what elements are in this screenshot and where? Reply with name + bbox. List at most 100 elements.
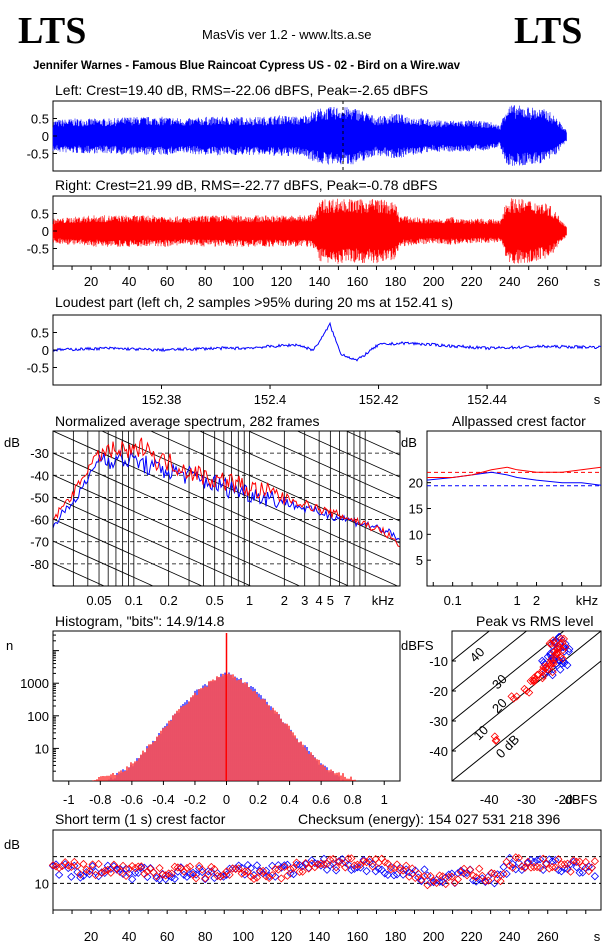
peakrms-xtick-1: -30 [517, 792, 536, 807]
shortcrest-xtick-60: 60 [160, 929, 174, 944]
shortcrest-point-1-560 [155, 863, 164, 873]
shortcrest-point-1-2640 [551, 863, 560, 872]
spectrum-slope-3 [296, 431, 400, 478]
histogram-title: Histogram, "bits": 14.9/14.8 [55, 613, 225, 629]
histogram-ytick-1: 100 [27, 709, 49, 724]
peakrms-point-1-13-0 [533, 670, 542, 679]
shortcrest-point-0-2624 [548, 857, 557, 866]
peakrms-point-1-2-2 [525, 688, 534, 697]
shortcrest-point-1-768 [195, 861, 204, 871]
peakrms-point-1-16-0 [557, 634, 566, 643]
shortcrest-point-1-2048 [438, 872, 447, 881]
shortcrest-point-0-1520 [338, 855, 347, 864]
spectrum-series-1 [53, 437, 400, 548]
shortcrest-point-1-2256 [478, 871, 487, 880]
shortcrest-point-0-832 [207, 867, 216, 876]
shortcrest-point-1-592 [161, 871, 170, 880]
spectrum-xtick-3: 0.5 [206, 593, 224, 608]
peakrms-crest-label-3: 10 [470, 722, 491, 743]
histogram-series-1 [92, 673, 358, 781]
shortcrest-point-1-928 [225, 870, 234, 879]
histogram-xtick-3: -0.4 [152, 792, 174, 807]
spectrum-slope-4 [247, 431, 400, 500]
spectrum-slope-12 [53, 518, 203, 586]
shortcrest-point-1-736 [188, 870, 198, 879]
shortcrest-point-1-1376 [310, 862, 319, 872]
shortcrest-point-0-736 [188, 868, 198, 877]
waveform-right-ytick-0: 0.5 [31, 207, 49, 222]
shortcrest-point-0-2432 [511, 865, 520, 874]
peakrms-ytick-1: -20 [429, 684, 448, 699]
peakrms-point-1-16-2 [558, 638, 567, 647]
shortcrest-point-1-1216 [280, 862, 289, 872]
shortcrest-point-0-2224 [472, 877, 481, 886]
peakrms-point-1-12-1 [543, 665, 552, 674]
allpass-ylabel: dB [401, 435, 417, 450]
shortcrest-point-1-2464 [517, 862, 526, 871]
peakrms-point-0-5-1 [556, 665, 565, 674]
shortcrest-xtick-40: 40 [122, 929, 136, 944]
shortcrest-point-1-2192 [465, 865, 475, 875]
shortcrest-xtick-220: 220 [461, 929, 483, 944]
shortcrest-point-1-2560 [536, 863, 545, 873]
shortcrest-point-0-1104 [258, 869, 268, 878]
shortcrest-point-1-352 [115, 867, 125, 876]
shortcrest-point-1-1536 [341, 863, 350, 872]
peakrms-point-1-17-2 [530, 676, 539, 685]
spectrum-slope-1 [394, 431, 400, 434]
spectrum-xtick-7: 4 [316, 593, 323, 608]
shortcrest-point-0-1312 [298, 861, 307, 871]
allpass-series-0 [426, 471, 602, 486]
shortcrest-point-1-480 [140, 869, 149, 878]
allpass-ytick-3: 5 [416, 553, 423, 568]
shortcrest-point-1-144 [76, 870, 85, 879]
file-name: Jennifer Warnes - Famous Blue Raincoat C… [33, 60, 460, 72]
shortcrest-point-0-1024 [243, 860, 252, 870]
shortcrest-point-1-1888 [408, 864, 417, 873]
peakrms-point-1-9-2 [553, 649, 562, 658]
shortcrest-point-1-704 [182, 863, 192, 873]
histogram-xtick-4: -0.2 [184, 792, 206, 807]
shortcrest-point-1-304 [106, 868, 115, 877]
peakrms-crest-line-3 [452, 631, 601, 752]
shortcrest-point-1-720 [185, 862, 195, 871]
waveform-xtick-160: 160 [347, 274, 369, 289]
histogram-xtick-5: 0 [223, 792, 230, 807]
loudest-ytick-0: 0.5 [31, 326, 49, 341]
shortcrest-point-1-2176 [462, 871, 472, 880]
waveform-xtick-240: 240 [499, 274, 521, 289]
shortcrest-point-0-368 [118, 869, 128, 879]
peakrms-crest-line-4 [452, 660, 601, 781]
shortcrest-point-1-544 [152, 872, 161, 881]
allpass-frame [426, 430, 602, 587]
peakrms-point-1-12-0 [541, 664, 550, 673]
shortcrest-point-1-2144 [456, 867, 466, 877]
loudest-ytick-2: -0.5 [27, 361, 49, 376]
shortcrest-point-1-1280 [292, 858, 301, 867]
shortcrest-point-1-1920 [414, 869, 423, 878]
spectrum-xunit: kHz [372, 593, 394, 608]
waveform-right-trace [52, 198, 567, 264]
allpass-ytick-0: 20 [409, 476, 423, 491]
waveform-left-trace [52, 105, 567, 166]
peakrms-xtick-2: -20 [554, 792, 573, 807]
shortcrest-point-1-1232 [283, 871, 292, 880]
shortcrest-point-1-784 [198, 865, 207, 874]
spectrum-title: Normalized average spectrum, 282 frames [55, 413, 320, 429]
shortcrest-point-0-1040 [246, 863, 255, 873]
waveform-xunit: s [594, 274, 601, 289]
shortcrest-point-1-2112 [450, 878, 459, 887]
peakrms-point-1-15-2 [556, 653, 565, 662]
shortcrest-ytick-0: 10 [35, 876, 49, 891]
peakrms-ytick-3: -40 [429, 744, 448, 759]
shortcrest-point-0-1552 [344, 860, 353, 869]
shortcrest-point-1-384 [121, 871, 131, 880]
peakrms-point-0-8-1 [563, 661, 572, 670]
shortcrest-point-0-448 [134, 868, 143, 878]
shortcrest-point-0-544 [152, 873, 161, 883]
shortcrest-point-0-1264 [289, 869, 298, 879]
waveform-xtick-260: 260 [537, 274, 559, 289]
shortcrest-point-0-2512 [526, 855, 536, 865]
checksum-text: Checksum (energy): 154 027 531 218 396 [298, 811, 561, 827]
waveform-left-ytick-0: 0.5 [31, 112, 49, 127]
